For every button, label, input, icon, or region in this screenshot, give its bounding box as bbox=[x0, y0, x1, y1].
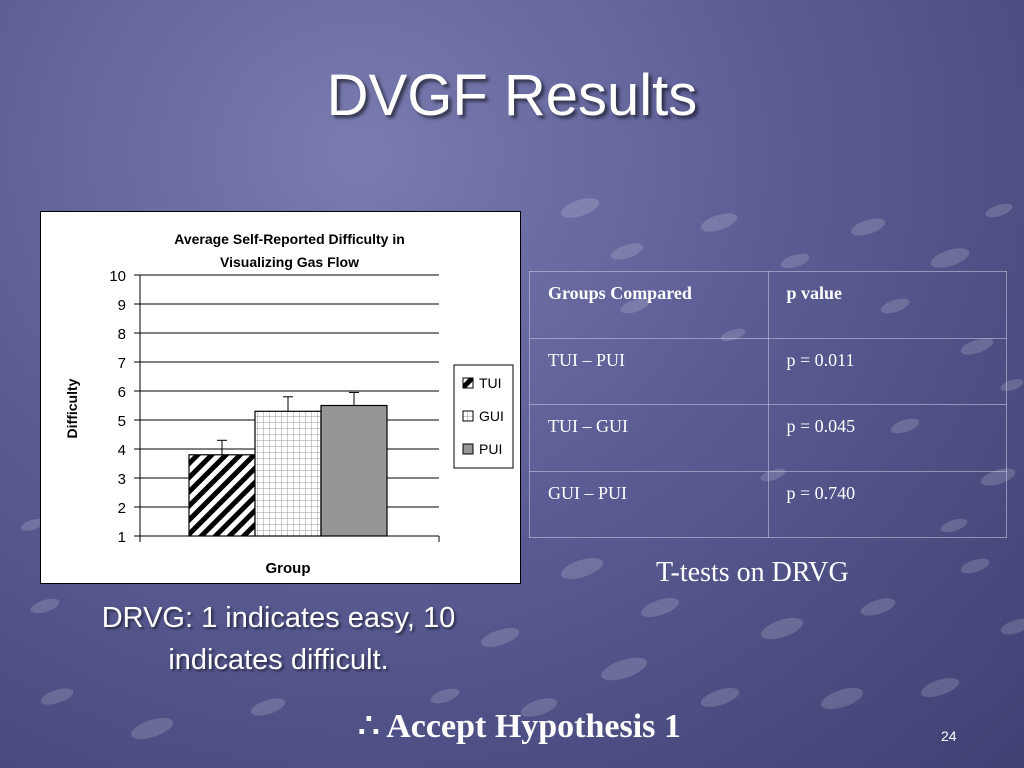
table-caption: T-tests on DRVG bbox=[656, 557, 849, 588]
table-row: TUI – PUI p = 0.011 bbox=[529, 337, 1007, 405]
background-dot bbox=[598, 653, 650, 685]
bar-gui bbox=[254, 410, 322, 537]
background-dot bbox=[758, 613, 806, 644]
y-tick-label: 1 bbox=[118, 529, 126, 546]
y-axis-label: Difficulty bbox=[64, 378, 80, 438]
table-cell-groups: GUI – PUI bbox=[529, 470, 769, 538]
table-row: GUI – PUI p = 0.740 bbox=[529, 470, 1007, 538]
y-tick-label: 9 bbox=[118, 297, 126, 314]
y-tick-label: 7 bbox=[118, 355, 126, 372]
background-dot bbox=[638, 594, 682, 621]
y-tick-label: 6 bbox=[118, 384, 126, 401]
bar-tui bbox=[188, 454, 256, 537]
background-dot bbox=[848, 214, 888, 240]
t-test-table: Groups Compared p value TUI – PUI p = 0.… bbox=[529, 271, 1007, 538]
table-row: TUI – GUI p = 0.045 bbox=[529, 404, 1007, 472]
background-dot bbox=[983, 200, 1015, 221]
slide-title: DVGF Results bbox=[326, 63, 698, 128]
legend-swatch-gui bbox=[462, 410, 474, 422]
y-tick-label: 10 bbox=[109, 268, 126, 285]
y-tick-label: 3 bbox=[118, 471, 126, 488]
background-dot bbox=[858, 594, 898, 620]
background-dot bbox=[38, 685, 76, 708]
chart-svg: Average Self-Reported Difficulty in Visua… bbox=[64, 231, 514, 577]
y-tick-label: 5 bbox=[118, 413, 126, 430]
y-tick-label: 4 bbox=[118, 442, 126, 459]
background-dot bbox=[918, 674, 962, 701]
drvg-note-line1: DRVG: 1 indicates easy, 10 bbox=[101, 602, 456, 634]
background-dot bbox=[558, 194, 602, 222]
bar-pui bbox=[320, 404, 388, 537]
background-dot bbox=[778, 250, 812, 272]
chart-title-line: Average Self-Reported Difficulty in bbox=[174, 231, 405, 247]
legend-label-tui: TUI bbox=[479, 375, 502, 391]
background-dot bbox=[248, 694, 288, 720]
legend-label-pui: PUI bbox=[479, 441, 502, 457]
chart-title-line: Visualizing Gas Flow bbox=[220, 254, 359, 270]
slide-number: 24 bbox=[941, 728, 957, 744]
background-dot bbox=[608, 240, 646, 263]
y-tick-label: 8 bbox=[118, 326, 126, 343]
x-axis-label: Group bbox=[266, 560, 311, 577]
background-dot bbox=[698, 684, 742, 711]
background-dot bbox=[818, 683, 866, 714]
drvg-note: DRVG: 1 indicates easy, 10 indicates dif… bbox=[56, 597, 501, 681]
y-tick-label: 2 bbox=[118, 500, 126, 517]
background-dot bbox=[558, 553, 606, 584]
table-cell-groups: TUI – GUI bbox=[529, 404, 769, 472]
table-cell-groups: TUI – PUI bbox=[529, 337, 769, 405]
background-dot bbox=[998, 615, 1024, 638]
table-header-groups: Groups Compared bbox=[529, 271, 769, 339]
conclusion-text: ∴ Accept Hypothesis 1 bbox=[358, 708, 681, 745]
table-cell-pvalue: p = 0.045 bbox=[767, 404, 1007, 472]
background-dot bbox=[698, 209, 740, 236]
bar-chart: Average Self-Reported Difficulty in Visua… bbox=[40, 211, 521, 584]
background-dot bbox=[928, 244, 972, 272]
background-dot bbox=[428, 685, 462, 707]
legend-swatch-pui bbox=[462, 443, 474, 455]
table-header-row: Groups Compared p value bbox=[529, 271, 1007, 339]
background-dot bbox=[958, 555, 992, 577]
background-dot bbox=[128, 713, 176, 744]
legend-label-gui: GUI bbox=[479, 408, 504, 424]
table-cell-pvalue: p = 0.740 bbox=[767, 470, 1007, 538]
legend-swatch-tui bbox=[462, 377, 474, 389]
table-header-pvalue: p value bbox=[767, 271, 1007, 339]
drvg-note-line2: indicates difficult. bbox=[168, 644, 389, 676]
table-cell-pvalue: p = 0.011 bbox=[767, 337, 1007, 405]
